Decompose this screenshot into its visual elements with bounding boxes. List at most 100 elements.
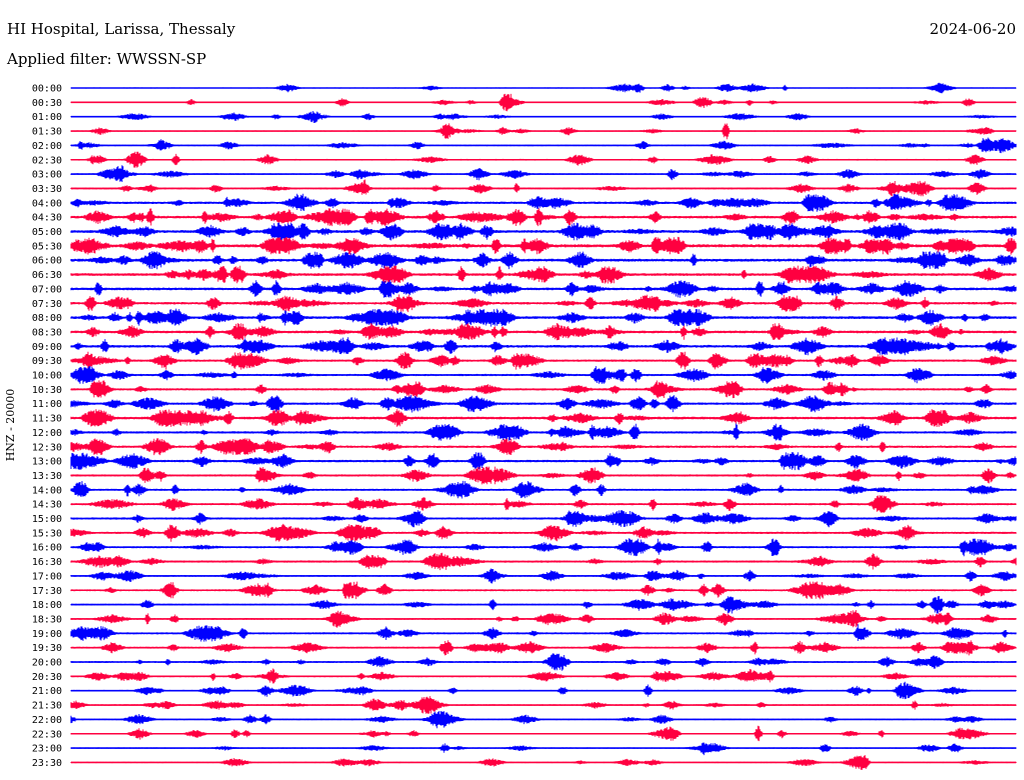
seismic-trace bbox=[70, 236, 1017, 255]
seismic-trace bbox=[70, 538, 1017, 557]
seismic-trace bbox=[70, 696, 1017, 714]
seismic-trace bbox=[70, 179, 1017, 197]
seismic-trace bbox=[70, 366, 1017, 384]
row-label: 02:00 bbox=[32, 141, 62, 152]
seismic-trace bbox=[70, 742, 1017, 756]
row-label: 17:30 bbox=[32, 586, 62, 597]
row-label: 12:00 bbox=[32, 428, 62, 439]
seismic-trace bbox=[70, 395, 1017, 413]
station-title: HI Hospital, Larissa, Thessaly bbox=[7, 20, 236, 38]
row-label: 21:30 bbox=[32, 701, 62, 712]
trace-rows: 00:00 00:30 01:00 01:30 02:00 02:30 03:00 03:30… bbox=[32, 82, 1017, 770]
seismic-trace bbox=[70, 308, 1017, 327]
seismic-trace bbox=[70, 596, 1017, 614]
row-label: 15:30 bbox=[32, 528, 62, 539]
row-label: 11:30 bbox=[32, 414, 62, 425]
row-label: 10:30 bbox=[32, 385, 62, 396]
row-label: 04:30 bbox=[32, 213, 62, 224]
row-label: 03:30 bbox=[32, 184, 62, 195]
seismic-trace bbox=[70, 653, 1017, 671]
seismic-trace bbox=[70, 495, 1017, 513]
row-label: 05:00 bbox=[32, 227, 62, 238]
row-label: 15:00 bbox=[32, 514, 62, 525]
seismic-trace bbox=[70, 423, 1017, 441]
row-label: 17:00 bbox=[32, 571, 62, 582]
row-label: 04:00 bbox=[32, 198, 62, 209]
seismic-trace bbox=[70, 193, 1017, 212]
y-axis-label-group: HNZ - 20000 bbox=[4, 389, 17, 462]
seismic-trace bbox=[70, 251, 1017, 270]
seismic-trace bbox=[70, 552, 1017, 571]
seismic-trace bbox=[70, 111, 1017, 123]
row-label: 09:30 bbox=[32, 356, 62, 367]
seismic-trace bbox=[70, 640, 1017, 656]
seismic-trace bbox=[70, 82, 1017, 94]
row-label: 22:30 bbox=[32, 729, 62, 740]
row-label: 07:00 bbox=[32, 284, 62, 295]
row-label: 08:30 bbox=[32, 327, 62, 338]
seismic-trace bbox=[70, 294, 1017, 313]
row-label: 23:00 bbox=[32, 744, 62, 755]
seismic-trace bbox=[70, 208, 1017, 227]
seismic-trace bbox=[70, 624, 1017, 642]
seismic-trace bbox=[70, 151, 1017, 168]
seismic-trace bbox=[70, 610, 1017, 628]
row-label: 22:00 bbox=[32, 715, 62, 726]
seismic-trace bbox=[70, 323, 1017, 341]
row-label: 20:00 bbox=[32, 658, 62, 669]
row-label: 01:00 bbox=[32, 112, 62, 123]
seismic-trace bbox=[70, 380, 1017, 399]
row-label: 03:00 bbox=[32, 170, 62, 181]
row-label: 13:30 bbox=[32, 471, 62, 482]
row-label: 20:30 bbox=[32, 672, 62, 683]
seismic-trace bbox=[70, 137, 1017, 154]
row-label: 18:00 bbox=[32, 600, 62, 611]
seismic-trace bbox=[70, 222, 1017, 241]
row-label: 09:00 bbox=[32, 342, 62, 353]
seismic-trace bbox=[70, 452, 1017, 471]
row-label: 05:30 bbox=[32, 241, 62, 252]
row-label: 21:00 bbox=[32, 686, 62, 697]
seismic-trace bbox=[70, 568, 1017, 584]
row-label: 16:30 bbox=[32, 557, 62, 568]
seismic-trace bbox=[70, 265, 1017, 284]
seismic-trace bbox=[70, 123, 1017, 140]
row-label: 13:00 bbox=[32, 457, 62, 468]
seismic-trace bbox=[70, 165, 1017, 182]
seismic-trace bbox=[70, 725, 1017, 742]
row-label: 06:30 bbox=[32, 270, 62, 281]
seismic-trace bbox=[70, 755, 1017, 770]
record-date: 2024-06-20 bbox=[929, 20, 1016, 38]
seismic-trace bbox=[70, 466, 1017, 485]
seismic-trace bbox=[70, 581, 1017, 600]
filter-label: Applied filter: WWSSN-SP bbox=[7, 50, 207, 68]
seismic-trace bbox=[70, 681, 1017, 700]
seismic-trace bbox=[70, 480, 1017, 499]
row-label: 07:30 bbox=[32, 299, 62, 310]
seismic-trace bbox=[70, 337, 1017, 356]
y-axis-label: HNZ - 20000 bbox=[4, 389, 17, 462]
seismic-trace bbox=[70, 351, 1017, 370]
seismic-trace bbox=[70, 280, 1017, 298]
seismic-trace bbox=[70, 93, 1017, 112]
seismic-trace bbox=[70, 523, 1017, 542]
row-label: 12:30 bbox=[32, 442, 62, 453]
row-label: 00:30 bbox=[32, 98, 62, 109]
row-label: 11:00 bbox=[32, 399, 62, 410]
seismic-trace bbox=[70, 711, 1017, 729]
row-label: 18:30 bbox=[32, 614, 62, 625]
row-label: 16:00 bbox=[32, 543, 62, 554]
row-label: 19:30 bbox=[32, 643, 62, 654]
seismic-trace bbox=[70, 668, 1017, 684]
seismic-trace bbox=[70, 438, 1017, 456]
row-label: 06:00 bbox=[32, 256, 62, 267]
seismic-trace bbox=[70, 409, 1017, 427]
row-label: 19:00 bbox=[32, 629, 62, 640]
row-label: 08:00 bbox=[32, 313, 62, 324]
row-label: 00:00 bbox=[32, 84, 62, 95]
row-label: 14:00 bbox=[32, 485, 62, 496]
row-label: 10:00 bbox=[32, 371, 62, 382]
row-label: 02:30 bbox=[32, 155, 62, 166]
seismic-trace bbox=[70, 510, 1017, 528]
